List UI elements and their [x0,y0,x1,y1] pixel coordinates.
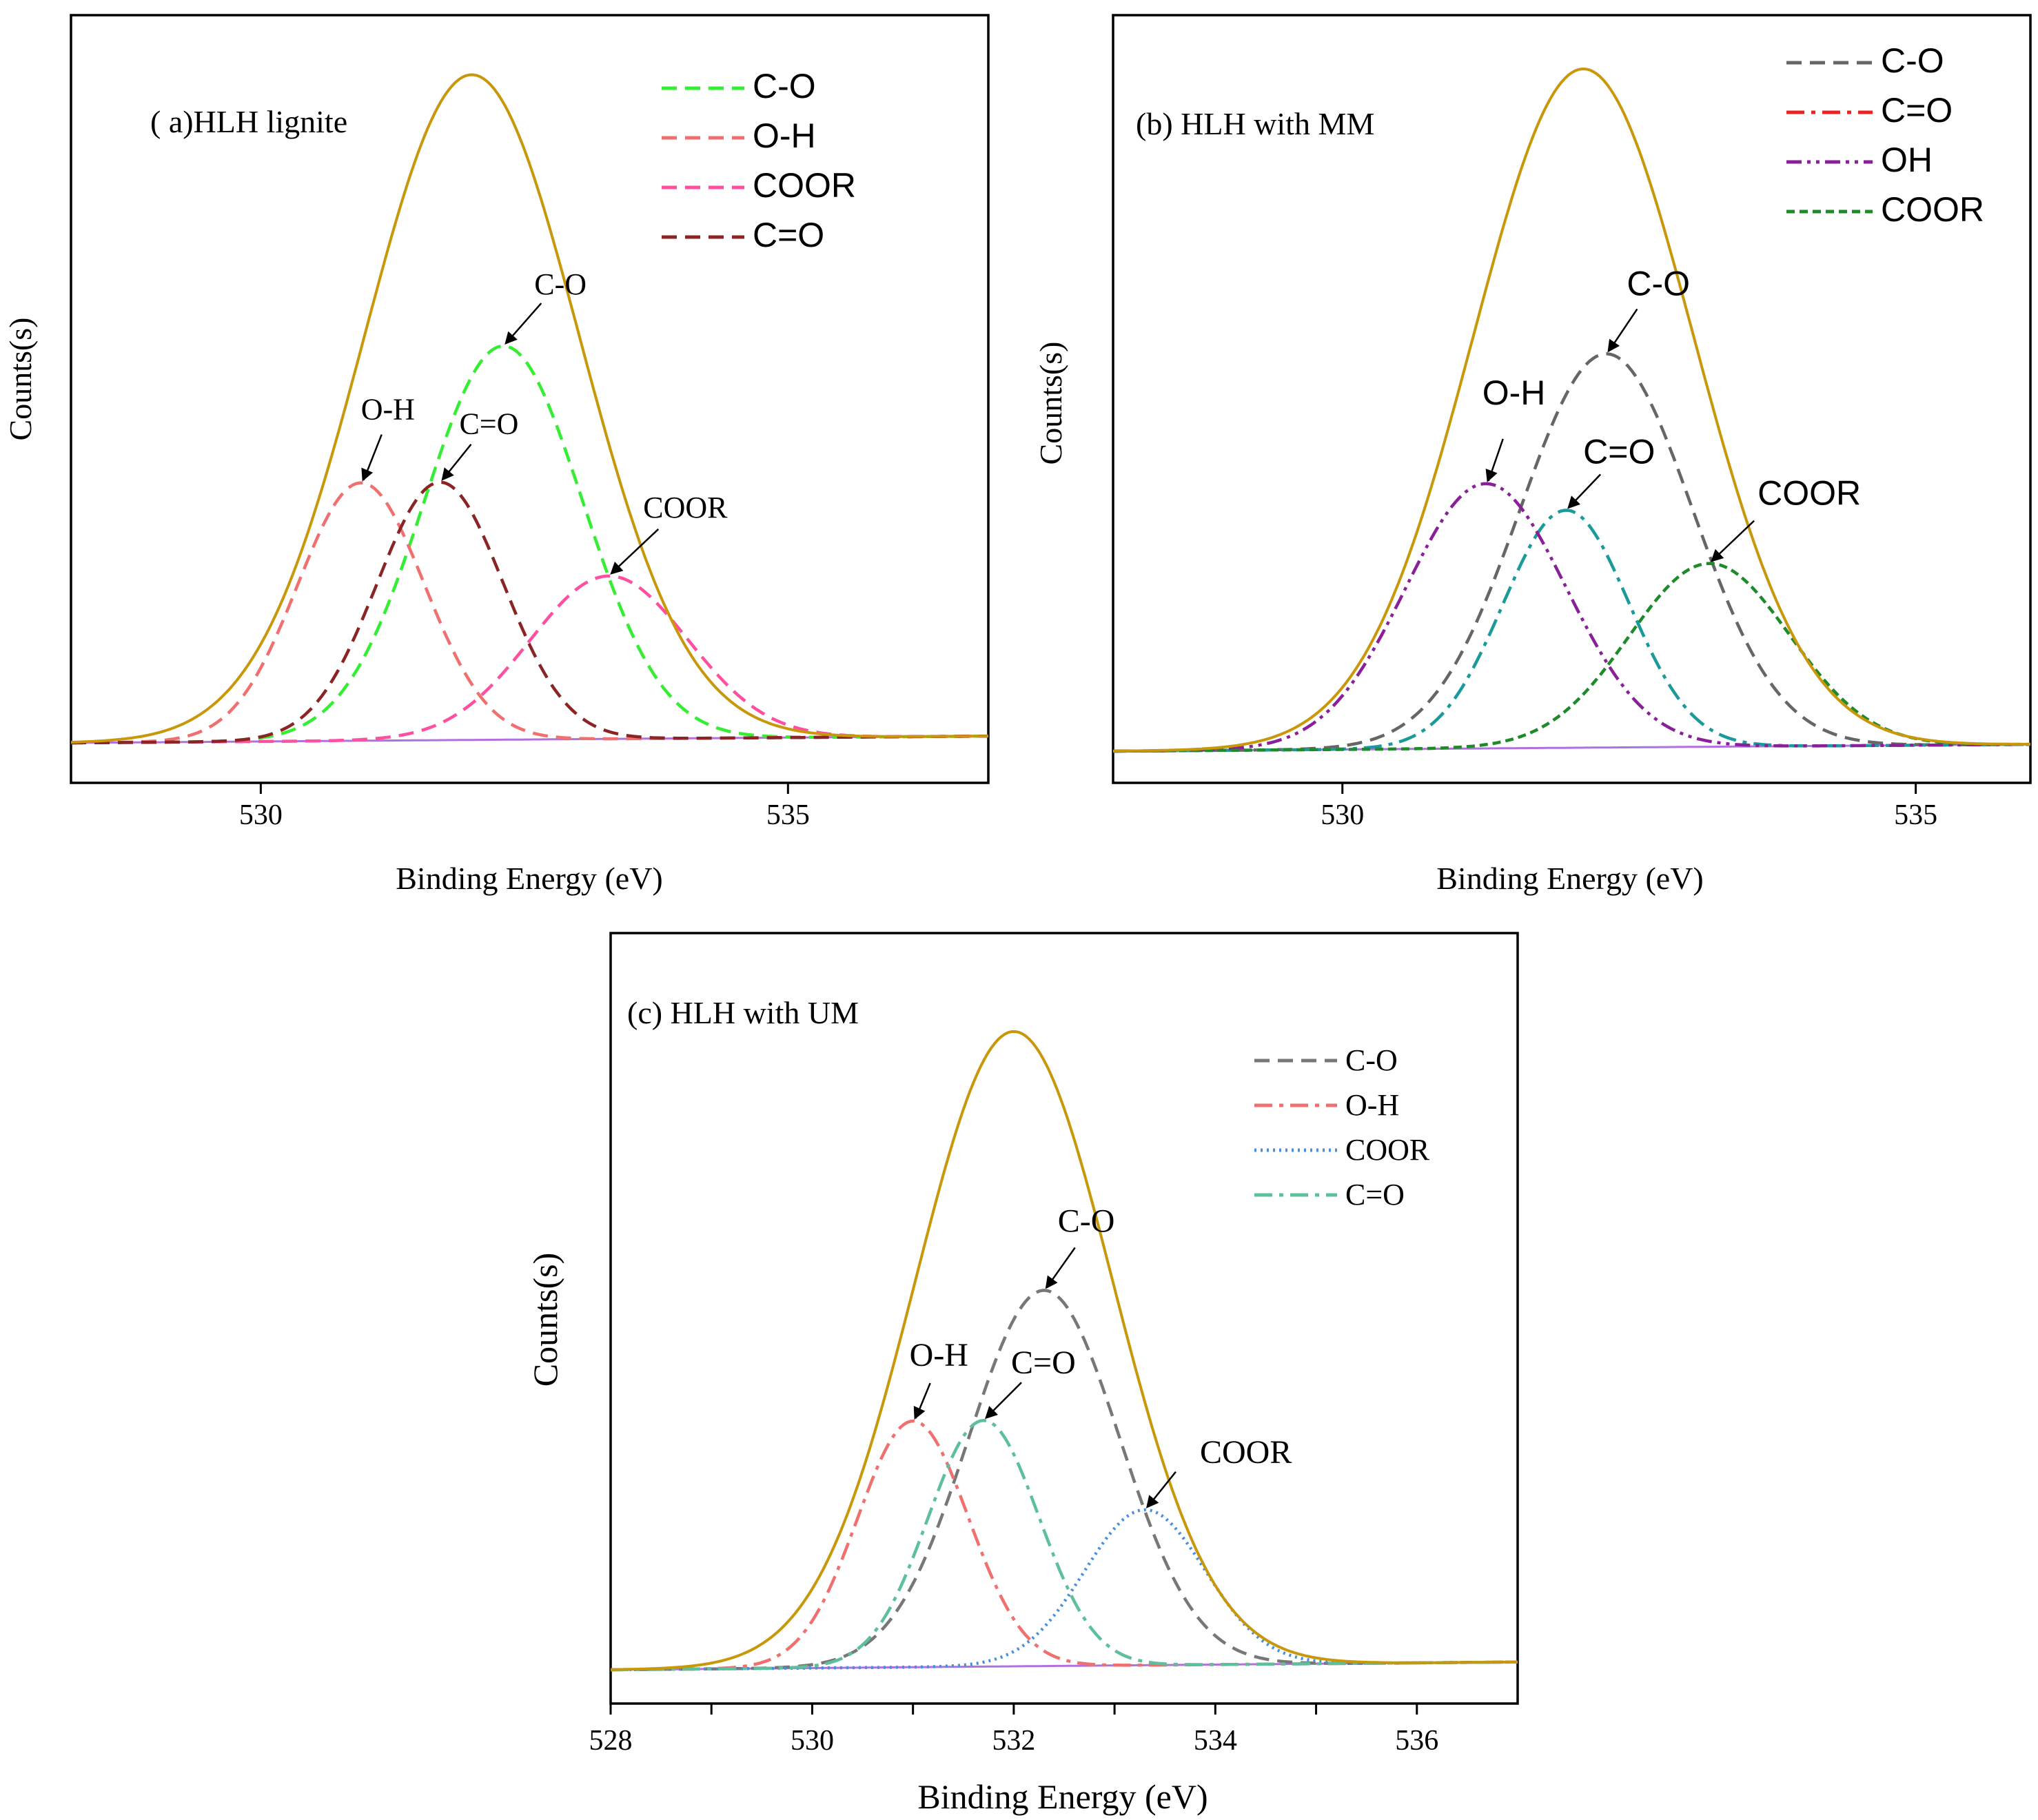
panel-title: ( a)HLH lignite [150,104,347,139]
annotation-arrow-head [913,1406,926,1420]
annotation-arrow-head [441,467,454,481]
annotation-arrow-head [1567,495,1581,509]
annotation-arrow-head [610,561,624,575]
x-tick-label: 536 [1395,1725,1438,1757]
annotation-arrow-head [505,331,518,345]
envelope-curve [70,73,989,744]
panel-b: 530 535 (b) HLH with MM Binding Energy (e… [1033,14,2032,896]
peak-label: C-O [1058,1203,1115,1239]
envelope-curve [610,1030,1518,1671]
legend-label: C-O [1881,41,1944,80]
x-tick-label: 530 [239,799,283,831]
x-tick-label: 528 [589,1725,633,1757]
peak-label: C=O [1583,432,1655,471]
legend-label: O-H [753,116,816,155]
peak-label: C=O [459,407,518,441]
plot-frame [70,14,990,784]
x-axis-label: Binding Energy (eV) [917,1777,1207,1816]
x-tick-label: 532 [992,1725,1035,1757]
peak-curve-c-o [1113,509,2031,753]
peak-label: O-H [361,393,415,427]
annotation-arrow-head [985,1406,999,1420]
plot-frame [1112,14,2032,784]
legend-label: C=O [1345,1178,1405,1211]
y-axis-label: Counts(s) [3,318,38,441]
annotation-arrow-head [361,467,374,482]
peak-label: O-H [1482,374,1546,412]
peak-label: COOR [1757,474,1861,513]
annotation-arrow-head [1145,1495,1159,1509]
x-axis-label: Binding Energy (eV) [396,861,663,896]
panel-c: 528 530 532 534 536 (c) HLH with UM Binding … [526,932,1519,1816]
legend-label: C-O [1345,1043,1398,1077]
envelope-curve [1112,67,2030,753]
peak-label: O-H [910,1337,968,1373]
peak-label: C=O [1011,1344,1076,1381]
x-tick-label: 530 [791,1725,834,1757]
legend-label: C=O [1881,91,1953,130]
y-axis-label: Counts(s) [1033,342,1068,465]
legend-label: COOR [1881,190,1984,229]
legend-label: C=O [753,216,824,254]
annotation-arrow-head [1711,549,1724,562]
peak-label: COOR [643,491,728,524]
peak-curve-c-o [71,480,988,745]
legend-label: COOR [1345,1133,1430,1167]
x-axis-label: Binding Energy (eV) [1436,861,1704,896]
x-tick-label: 535 [1894,799,1937,831]
legend-label: COOR [753,166,856,205]
legend-label: C-O [753,67,816,105]
annotation-arrow-head [1485,468,1498,482]
panel-title: (b) HLH with MM [1136,106,1374,141]
peak-label: C-O [534,267,587,301]
plot-frame [609,932,1519,1705]
x-tick-label: 530 [1321,799,1364,831]
peak-label: COOR [1200,1434,1292,1471]
x-tick-label: 535 [766,799,810,831]
x-tick-label: 534 [1194,1725,1237,1757]
peak-label: C-O [1627,264,1690,303]
annotation-arrow-head [1607,338,1620,353]
annotation-arrow-line [611,528,660,574]
annotation-arrow-head [1045,1275,1058,1289]
panel-title: (c) HLH with UM [627,995,859,1030]
legend-label: O-H [1345,1088,1399,1122]
panel-a: 530 535 ( a)HLH lignite Binding Energy (e… [3,14,990,896]
legend-label: OH [1881,141,1933,179]
y-axis-label: Counts(s) [526,1253,564,1387]
